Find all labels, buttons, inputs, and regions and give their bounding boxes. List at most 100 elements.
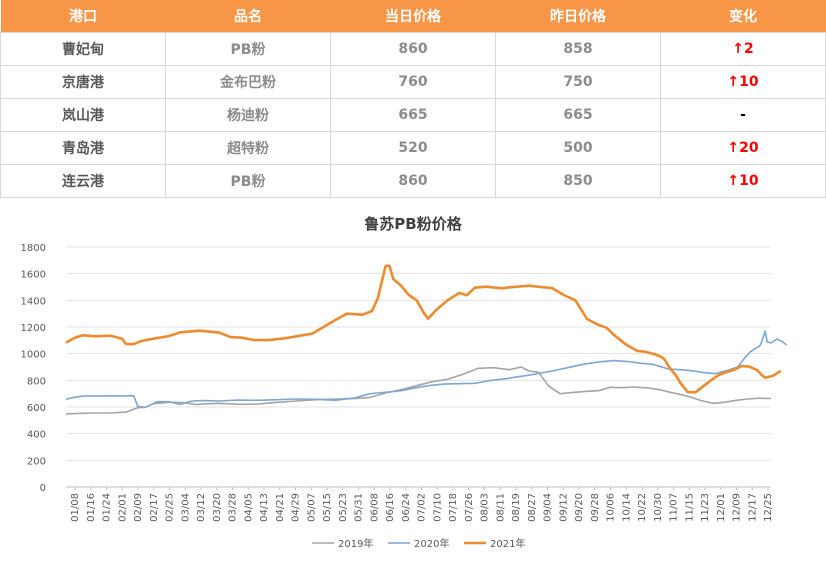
cell-product: PB粉 [165, 164, 331, 198]
cell-product: 超特粉 [165, 131, 331, 165]
table-row: 青岛港 超特粉 520 500 ↑20 [0, 131, 826, 165]
legend-label: 2021年 [490, 537, 525, 550]
legend-label: 2020年 [414, 537, 449, 550]
x-tick-label: 12/09 [732, 493, 743, 522]
header-today-price: 当日价格 [330, 0, 496, 33]
cell-today-price: 520 [330, 131, 496, 165]
cell-port: 连云港 [0, 164, 166, 198]
x-tick-label: 04/21 [275, 493, 286, 522]
table-row: 京唐港 金布巴粉 760 750 ↑10 [0, 65, 826, 99]
x-tick-label: 09/04 [543, 493, 554, 522]
y-tick-label: 1200 [21, 323, 46, 334]
x-tick-label: 05/31 [354, 493, 365, 522]
x-tick-label: 06/16 [385, 493, 396, 522]
y-tick-label: 1800 [21, 243, 46, 254]
x-tick-label: 11/07 [669, 493, 680, 522]
cell-yesterday-price: 850 [495, 164, 661, 198]
cell-change: ↑20 [660, 131, 826, 165]
x-tick-label: 02/01 [117, 493, 128, 522]
x-tick-label: 08/11 [495, 493, 506, 522]
x-tick-label: 09/12 [558, 493, 569, 522]
series-line-2020年 [65, 330, 788, 409]
x-tick-label: 11/23 [700, 493, 711, 522]
x-tick-label: 10/22 [637, 493, 648, 522]
cell-today-price: 760 [330, 65, 496, 99]
x-tick-label: 04/13 [259, 493, 270, 522]
cell-today-price: 860 [330, 164, 496, 198]
header-yesterday-price: 昨日价格 [495, 0, 661, 33]
series-line-2021年 [65, 264, 782, 394]
y-tick-label: 200 [27, 456, 46, 467]
x-tick-label: 01/24 [102, 493, 113, 522]
cell-product: 金布巴粉 [165, 65, 331, 99]
x-tick-label: 03/04 [180, 493, 191, 522]
x-tick-label: 09/20 [574, 493, 585, 522]
y-tick-label: 800 [27, 376, 46, 387]
x-tick-label: 08/27 [527, 493, 538, 522]
table-row: 岚山港 杨迪粉 665 665 - [0, 98, 826, 132]
legend-label: 2019年 [338, 537, 373, 550]
cell-port: 青岛港 [0, 131, 166, 165]
x-tick-label: 09/28 [590, 493, 601, 522]
price-table: 港口 品名 当日价格 昨日价格 变化 曹妃甸 PB粉 860 858 ↑2 京唐… [0, 0, 826, 198]
cell-port: 岚山港 [0, 98, 166, 132]
cell-yesterday-price: 500 [495, 131, 661, 165]
table-row: 连云港 PB粉 860 850 ↑10 [0, 164, 826, 198]
cell-product: PB粉 [165, 32, 331, 66]
header-product: 品名 [165, 0, 331, 33]
x-tick-label: 08/03 [480, 493, 491, 522]
cell-yesterday-price: 750 [495, 65, 661, 99]
cell-change: ↑10 [660, 164, 826, 198]
table-header-row: 港口 品名 当日价格 昨日价格 变化 [0, 0, 826, 33]
x-tick-label: 07/02 [417, 493, 428, 522]
x-tick-label: 03/20 [212, 493, 223, 522]
x-tick-label: 12/25 [763, 493, 774, 522]
x-tick-label: 10/14 [621, 493, 632, 522]
cell-today-price: 860 [330, 32, 496, 66]
x-tick-label: 02/09 [133, 493, 144, 522]
x-tick-label: 07/26 [464, 493, 475, 522]
x-tick-label: 10/30 [653, 493, 664, 522]
x-tick-label: 06/24 [401, 493, 412, 522]
y-tick-label: 400 [27, 430, 46, 441]
chart-svg: 鲁苏PB粉价格 0 200 400 600 800 1000 1200 1400 1600 180… [21, 215, 788, 550]
x-tick-label: 11/15 [684, 493, 695, 522]
x-tick-label: 04/05 [243, 493, 254, 522]
header-port: 港口 [0, 0, 166, 33]
x-tick-label: 06/08 [369, 493, 380, 522]
y-tick-label: 1400 [21, 296, 46, 307]
header-change: 变化 [660, 0, 826, 33]
price-chart: 鲁苏PB粉价格 0 200 400 600 800 1000 1200 1400 1600 180… [0, 200, 826, 562]
x-tick-label: 01/16 [86, 493, 97, 522]
table-row: 曹妃甸 PB粉 860 858 ↑2 [0, 32, 826, 66]
x-tick-label: 02/17 [149, 493, 160, 522]
series-line-2019年 [65, 366, 772, 415]
cell-change: - [660, 98, 826, 132]
x-tick-label: 05/15 [322, 493, 333, 522]
chart-title: 鲁苏PB粉价格 [364, 215, 462, 233]
cell-change: ↑2 [660, 32, 826, 66]
y-tick-label: 1000 [21, 350, 46, 361]
y-tick-label: 0 [40, 483, 46, 494]
cell-yesterday-price: 665 [495, 98, 661, 132]
x-tick-label: 01/08 [70, 493, 81, 522]
x-tick-label: 10/06 [606, 493, 617, 522]
cell-port: 京唐港 [0, 65, 166, 99]
x-tick-label: 03/12 [196, 493, 207, 522]
x-tick-label: 12/17 [747, 493, 758, 522]
x-tick-label: 07/18 [448, 493, 459, 522]
cell-product: 杨迪粉 [165, 98, 331, 132]
y-tick-label: 1600 [21, 270, 46, 281]
y-tick-label: 600 [27, 403, 46, 414]
cell-today-price: 665 [330, 98, 496, 132]
x-tick-label: 12/01 [716, 493, 727, 522]
x-tick-label: 07/10 [432, 493, 443, 522]
x-tick-label: 05/23 [338, 493, 349, 522]
cell-change: ↑10 [660, 65, 826, 99]
x-tick-label: 08/19 [511, 493, 522, 522]
x-tick-label: 05/07 [306, 493, 317, 522]
x-tick-label: 04/29 [291, 493, 302, 522]
cell-yesterday-price: 858 [495, 32, 661, 66]
cell-port: 曹妃甸 [0, 32, 166, 66]
